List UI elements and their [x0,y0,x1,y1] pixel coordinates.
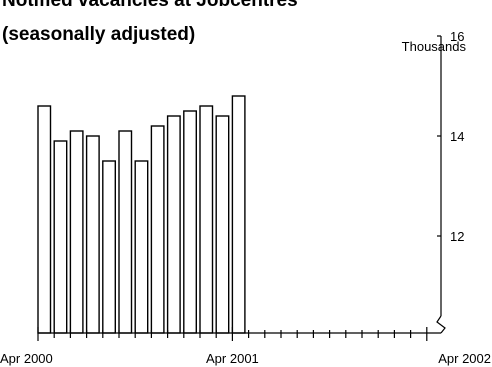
bar-feb-2001 [199,105,214,334]
y-tick-label: 14 [450,129,464,144]
bar-jul-2000 [85,135,100,334]
y-axis-break-mark [436,315,446,334]
bar-jun-2000 [69,130,84,334]
x-tick-label: Apr 2001 [206,351,259,366]
y-tick-label: 12 [450,229,464,244]
bar-dec-2000 [166,115,181,334]
y-tick-label: 16 [450,29,464,44]
y-axis: 16 14 12 [436,29,464,334]
chart-title-line1: Notified vacancies at Jobcentres [2,0,298,11]
x-axis: Apr 2000 Apr 2001 Apr 2002 [0,327,491,366]
x-tick-label: Apr 2002 [438,351,491,366]
x-tick-label: Apr 2000 [0,351,53,366]
bar-apr-2000 [37,105,52,334]
bar-aug-2000 [102,160,117,334]
bar-nov-2000 [150,125,165,334]
bar-sep-2000 [118,130,133,334]
bar-may-2000 [53,140,68,334]
bars-group [37,95,246,334]
chart-title-line2: (seasonally adjusted) [2,24,195,45]
y-axis-unit-label: Thousands [402,39,467,54]
bar-mar-2001 [215,115,230,334]
bar-apr-2001 [231,95,246,334]
bar-jan-2001 [183,110,198,334]
bar-oct-2000 [134,160,149,334]
